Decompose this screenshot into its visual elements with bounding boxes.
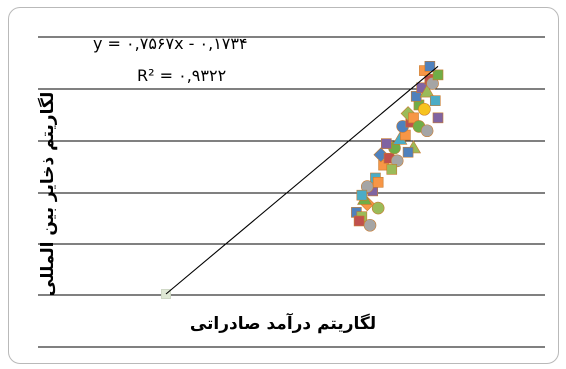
data-points	[161, 60, 444, 299]
data-point-5	[363, 218, 377, 232]
data-point-33	[424, 60, 436, 72]
trendline-layer	[165, 65, 439, 295]
data-point-41	[356, 189, 368, 201]
trendline-r-squared: R² = ۰,۹۳۲۲	[137, 66, 227, 85]
data-point-31	[432, 69, 444, 81]
data-point-4	[353, 215, 365, 227]
data-point-36	[420, 124, 434, 138]
trendline-equation: y = ۰,۷۵۶۷x - ۰,۱۷۳۴	[93, 34, 248, 53]
data-point-40	[372, 176, 384, 188]
trendline	[165, 65, 439, 295]
data-point-37	[402, 146, 414, 158]
data-point-27	[419, 84, 435, 98]
data-point-22	[408, 112, 419, 124]
data-point-15	[390, 154, 404, 168]
data-point-14	[381, 138, 392, 149]
data-point-16	[386, 164, 398, 175]
y-axis-title: لگاریتم ذخایر بین المللی	[38, 91, 58, 297]
gridlines	[38, 36, 545, 348]
data-point-30	[429, 95, 441, 106]
chart-frame	[8, 7, 559, 364]
data-point-25	[418, 102, 431, 116]
x-axis-title: لگاریتم درآمد صادراتی	[189, 314, 377, 334]
data-point-8	[371, 201, 385, 215]
data-point-29	[426, 77, 439, 90]
data-point-38	[432, 112, 444, 124]
